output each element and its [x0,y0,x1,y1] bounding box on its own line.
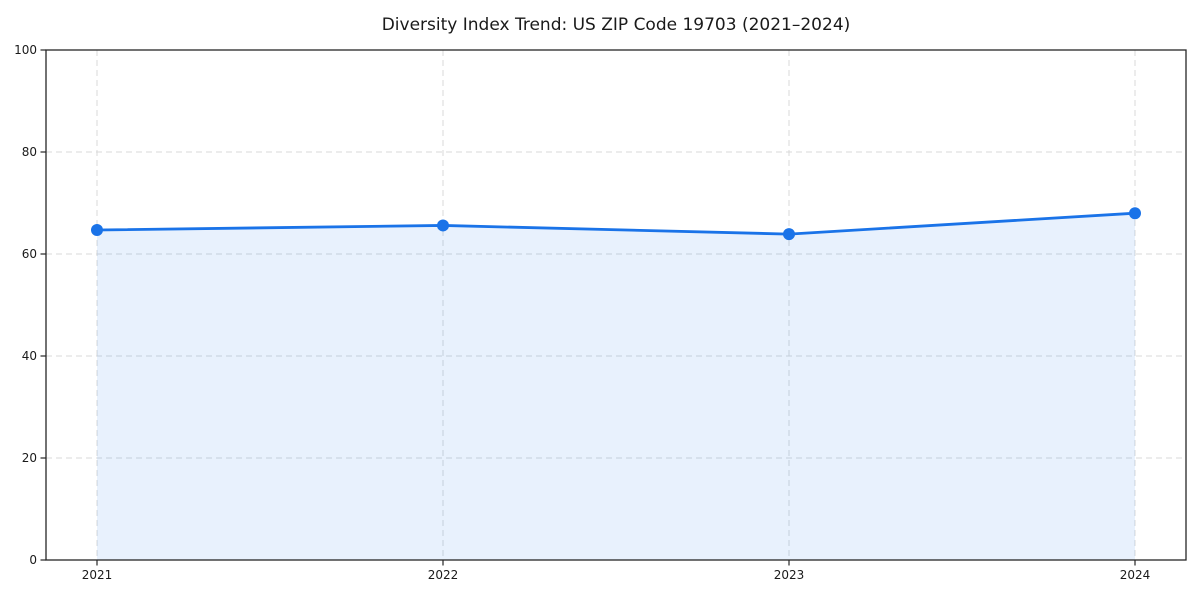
y-tick-label: 40 [22,349,37,363]
area-fill [97,213,1135,560]
trend-line [95,211,1137,236]
x-tick-label: 2023 [774,568,805,582]
data-point-2024 [1129,207,1141,220]
y-tick-label: 0 [29,553,37,567]
plot-border [45,49,1187,561]
x-tick-label: 2021 [82,568,113,582]
axes-layer: 0 20 40 60 80 100 2021 2022 2023 2024 [14,43,1187,582]
x-tick-label: 2024 [1120,568,1151,582]
data-point-2023 [783,228,795,241]
grid-layer [46,50,1186,560]
y-tick-label: 100 [14,43,37,57]
y-tick-label: 60 [22,247,37,261]
data-point-2021 [91,224,103,237]
data-point-2022 [437,219,449,232]
y-tick-label: 20 [22,451,37,465]
y-tick-label: 80 [22,145,37,159]
chart-title: Diversity Index Trend: US ZIP Code 19703… [382,15,851,35]
x-tick-label: 2022 [428,568,459,582]
data-layer [91,207,1141,560]
